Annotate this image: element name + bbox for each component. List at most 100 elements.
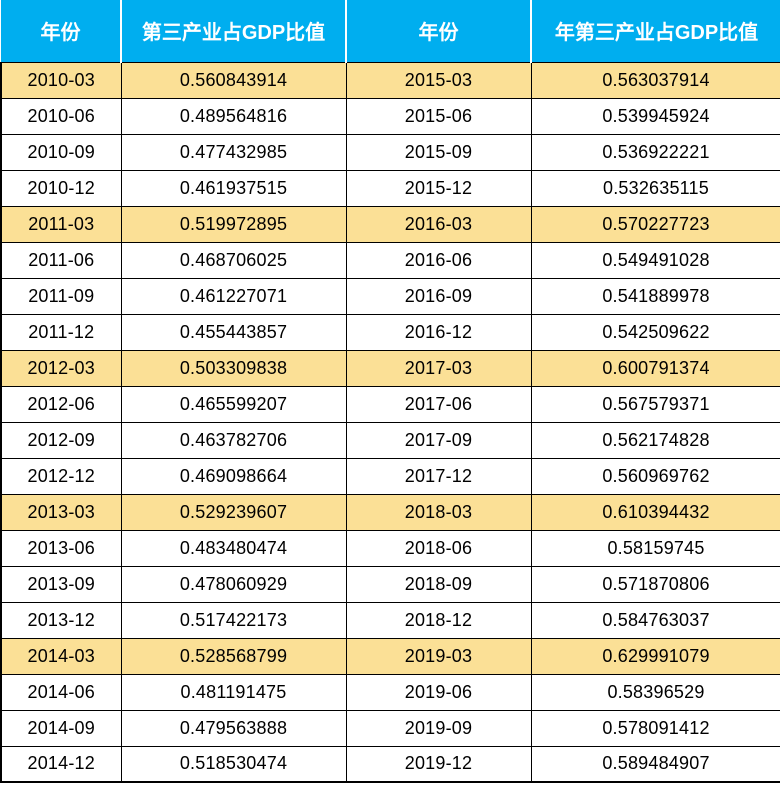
year-cell-right: 2019-03 — [345, 637, 532, 675]
ratio-cell-left: 0.465599207 — [120, 385, 347, 423]
year-cell-right: 2017-06 — [345, 385, 532, 423]
table-row: 2014-03 0.528568799 2019-03 0.629991079 — [0, 637, 780, 675]
year-cell-left: 2011-09 — [0, 277, 122, 315]
year-cell-right: 2015-03 — [345, 61, 532, 99]
year-cell-right: 2015-12 — [345, 169, 532, 207]
ratio-cell-left: 0.519972895 — [120, 205, 347, 243]
year-cell-left: 2010-03 — [0, 61, 122, 99]
table-row: 2013-09 0.478060929 2018-09 0.571870806 — [0, 565, 780, 603]
ratio-cell-left: 0.455443857 — [120, 313, 347, 351]
table-header: 年份 第三产业占GDP比值 年份 年第三产业占GDP比值 — [1, 0, 780, 63]
col-header-year-left: 年份 — [1, 0, 122, 63]
table-row: 2010-09 0.477432985 2015-09 0.536922221 — [0, 133, 780, 171]
table-row: 2014-06 0.481191475 2019-06 0.58396529 — [0, 673, 780, 711]
table-row: 2014-12 0.518530474 2019-12 0.589484907 — [0, 745, 780, 783]
table-row: 2014-09 0.479563888 2019-09 0.578091412 — [0, 709, 780, 747]
table-row: 2013-03 0.529239607 2018-03 0.610394432 — [0, 493, 780, 531]
ratio-cell-left: 0.489564816 — [120, 97, 347, 135]
year-cell-left: 2011-03 — [0, 205, 122, 243]
ratio-cell-right: 0.562174828 — [530, 421, 780, 459]
table-row: 2011-03 0.519972895 2016-03 0.570227723 — [0, 205, 780, 243]
ratio-cell-left: 0.518530474 — [120, 745, 347, 783]
table-row: 2011-06 0.468706025 2016-06 0.549491028 — [0, 241, 780, 279]
ratio-cell-right: 0.584763037 — [530, 601, 780, 639]
ratio-cell-right: 0.58159745 — [530, 529, 780, 567]
year-cell-left: 2011-12 — [0, 313, 122, 351]
col-header-year-right: 年份 — [346, 0, 532, 63]
ratio-cell-left: 0.469098664 — [120, 457, 347, 495]
table-body: 2010-03 0.560843914 2015-03 0.563037914 … — [0, 61, 780, 783]
year-cell-right: 2017-12 — [345, 457, 532, 495]
year-cell-left: 2014-12 — [0, 745, 122, 783]
year-cell-right: 2016-12 — [345, 313, 532, 351]
year-cell-right: 2019-12 — [345, 745, 532, 783]
ratio-cell-right: 0.600791374 — [530, 349, 780, 387]
ratio-cell-right: 0.610394432 — [530, 493, 780, 531]
year-cell-right: 2016-03 — [345, 205, 532, 243]
ratio-cell-left: 0.560843914 — [120, 61, 347, 99]
year-cell-left: 2014-03 — [0, 637, 122, 675]
ratio-cell-right: 0.542509622 — [530, 313, 780, 351]
header-row: 年份 第三产业占GDP比值 年份 年第三产业占GDP比值 — [1, 0, 780, 63]
year-cell-left: 2014-09 — [0, 709, 122, 747]
year-cell-left: 2010-06 — [0, 97, 122, 135]
ratio-cell-right: 0.629991079 — [530, 637, 780, 675]
year-cell-right: 2016-06 — [345, 241, 532, 279]
ratio-cell-left: 0.463782706 — [120, 421, 347, 459]
ratio-cell-left: 0.461937515 — [120, 169, 347, 207]
table-row: 2011-09 0.461227071 2016-09 0.541889978 — [0, 277, 780, 315]
year-cell-left: 2013-12 — [0, 601, 122, 639]
ratio-cell-right: 0.532635115 — [530, 169, 780, 207]
year-cell-right: 2019-06 — [345, 673, 532, 711]
table-row: 2013-12 0.517422173 2018-12 0.584763037 — [0, 601, 780, 639]
year-cell-right: 2018-03 — [345, 493, 532, 531]
year-cell-right: 2017-03 — [345, 349, 532, 387]
col-header-ratio-left: 第三产业占GDP比值 — [121, 0, 347, 63]
ratio-cell-right: 0.539945924 — [530, 97, 780, 135]
ratio-cell-right: 0.589484907 — [530, 745, 780, 783]
year-cell-right: 2018-12 — [345, 601, 532, 639]
ratio-cell-left: 0.503309838 — [120, 349, 347, 387]
year-cell-left: 2012-06 — [0, 385, 122, 423]
table-row: 2012-06 0.465599207 2017-06 0.567579371 — [0, 385, 780, 423]
year-cell-right: 2018-06 — [345, 529, 532, 567]
year-cell-left: 2012-03 — [0, 349, 122, 387]
table-row: 2012-12 0.469098664 2017-12 0.560969762 — [0, 457, 780, 495]
table-row: 2012-03 0.503309838 2017-03 0.600791374 — [0, 349, 780, 387]
year-cell-right: 2015-06 — [345, 97, 532, 135]
ratio-cell-right: 0.567579371 — [530, 385, 780, 423]
table-row: 2010-03 0.560843914 2015-03 0.563037914 — [0, 61, 780, 99]
ratio-cell-right: 0.571870806 — [530, 565, 780, 603]
ratio-cell-left: 0.483480474 — [120, 529, 347, 567]
table-row: 2013-06 0.483480474 2018-06 0.58159745 — [0, 529, 780, 567]
year-cell-left: 2014-06 — [0, 673, 122, 711]
ratio-cell-right: 0.58396529 — [530, 673, 780, 711]
ratio-cell-left: 0.468706025 — [120, 241, 347, 279]
table-row: 2010-06 0.489564816 2015-06 0.539945924 — [0, 97, 780, 135]
gdp-ratio-table: 年份 第三产业占GDP比值 年份 年第三产业占GDP比值 2010-03 0.5… — [0, 0, 780, 783]
table-row: 2012-09 0.463782706 2017-09 0.562174828 — [0, 421, 780, 459]
year-cell-left: 2012-12 — [0, 457, 122, 495]
year-cell-right: 2017-09 — [345, 421, 532, 459]
year-cell-right: 2015-09 — [345, 133, 532, 171]
year-cell-right: 2016-09 — [345, 277, 532, 315]
ratio-cell-left: 0.477432985 — [120, 133, 347, 171]
table-row: 2010-12 0.461937515 2015-12 0.532635115 — [0, 169, 780, 207]
ratio-cell-left: 0.528568799 — [120, 637, 347, 675]
ratio-cell-left: 0.517422173 — [120, 601, 347, 639]
year-cell-left: 2011-06 — [0, 241, 122, 279]
ratio-cell-left: 0.478060929 — [120, 565, 347, 603]
year-cell-left: 2012-09 — [0, 421, 122, 459]
year-cell-right: 2018-09 — [345, 565, 532, 603]
year-cell-left: 2013-06 — [0, 529, 122, 567]
ratio-cell-left: 0.481191475 — [120, 673, 347, 711]
year-cell-right: 2019-09 — [345, 709, 532, 747]
ratio-cell-right: 0.578091412 — [530, 709, 780, 747]
ratio-cell-left: 0.529239607 — [120, 493, 347, 531]
year-cell-left: 2013-03 — [0, 493, 122, 531]
ratio-cell-right: 0.563037914 — [530, 61, 780, 99]
ratio-cell-right: 0.541889978 — [530, 277, 780, 315]
year-cell-left: 2010-09 — [0, 133, 122, 171]
year-cell-left: 2010-12 — [0, 169, 122, 207]
ratio-cell-right: 0.560969762 — [530, 457, 780, 495]
